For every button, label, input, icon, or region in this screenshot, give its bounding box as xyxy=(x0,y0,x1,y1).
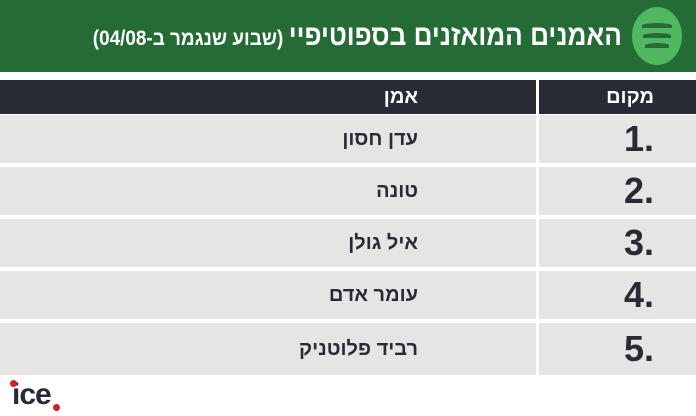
header: האמנים המואזנים בספוטיפיי(שבוע שנגמר ב-0… xyxy=(0,0,696,72)
rank: 4. xyxy=(623,274,654,315)
page-title: האמנים המואזנים בספוטיפיי(שבוע שנגמר ב-0… xyxy=(92,19,622,52)
rank: 1. xyxy=(623,118,654,159)
rank: 2. xyxy=(623,170,654,211)
table-row: עדן חסון 1. xyxy=(0,115,696,163)
table-row: טונה 2. xyxy=(0,167,696,215)
logo-dot xyxy=(10,380,17,387)
table-header: אמן מקום xyxy=(0,80,696,114)
artist-name: עומר אדם xyxy=(328,284,418,306)
table-row: איל גולן 3. xyxy=(0,219,696,267)
artist-name: טונה xyxy=(376,180,418,202)
artist-name: איל גולן xyxy=(348,232,418,254)
ice-logo: ice xyxy=(12,378,52,411)
subtitle: (שבוע שנגמר ב-04/08) xyxy=(92,26,284,50)
artist-name: רביד פלוטניק xyxy=(299,338,418,360)
logo-dot xyxy=(53,404,60,411)
rank: 5. xyxy=(623,328,654,369)
table-row: רביד פלוטניק 5. xyxy=(0,323,696,375)
column-artist: אמן xyxy=(383,86,418,108)
spotify-icon xyxy=(632,7,682,65)
column-rank: מקום xyxy=(606,86,654,108)
table-row: עומר אדם 4. xyxy=(0,271,696,319)
artist-name: עדן חסון xyxy=(342,128,418,150)
column-divider xyxy=(536,80,539,376)
rank: 3. xyxy=(623,222,654,263)
